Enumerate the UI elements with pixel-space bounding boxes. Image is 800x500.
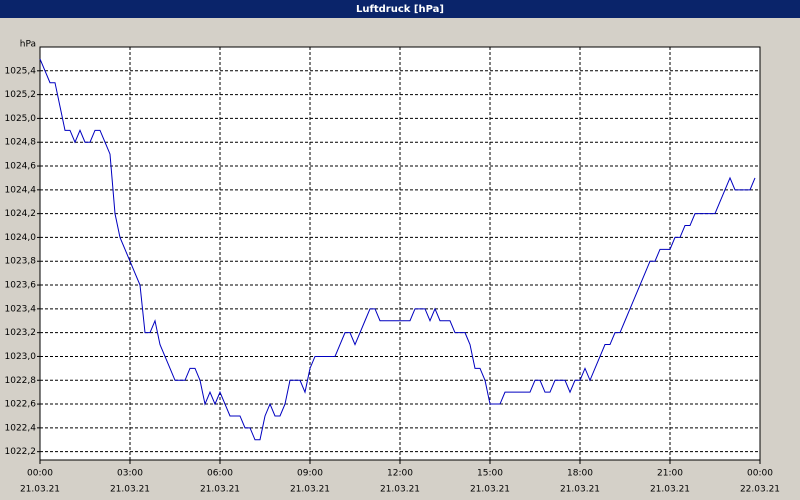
x-tick-date: 21.03.21 <box>20 485 60 495</box>
x-tick-date: 21.03.21 <box>380 485 420 495</box>
y-tick-label: 1022,8 <box>5 376 37 386</box>
x-tick-label: 00:00 <box>747 469 773 479</box>
x-tick-date: 21.03.21 <box>470 485 510 495</box>
x-tick-label: 18:00 <box>567 469 593 479</box>
x-tick-date: 21.03.21 <box>560 485 600 495</box>
y-tick-label: 1023,8 <box>5 257 37 267</box>
x-tick-label: 09:00 <box>297 469 323 479</box>
x-tick-date: 21.03.21 <box>290 485 330 495</box>
title-bar <box>0 0 800 18</box>
y-tick-label: 1025,4 <box>5 66 37 76</box>
y-tick-label: 1025,2 <box>5 90 37 100</box>
y-tick-label: 1022,4 <box>5 423 37 433</box>
y-tick-label: 1023,0 <box>5 352 37 362</box>
x-tick-date: 22.03.21 <box>740 485 780 495</box>
y-tick-label: 1024,8 <box>5 138 37 148</box>
y-tick-label: 1023,6 <box>5 281 37 291</box>
x-tick-date: 21.03.21 <box>200 485 240 495</box>
line-series <box>39 58 756 441</box>
y-tick-label: 1022,6 <box>5 400 37 410</box>
x-tick-date: 21.03.21 <box>110 485 150 495</box>
y-tick-label: 1023,4 <box>5 304 37 314</box>
y-tick-label: 1023,2 <box>5 328 37 338</box>
x-tick-label: 00:00 <box>27 469 53 479</box>
y-tick-label: 1024,4 <box>5 185 37 195</box>
x-tick-label: 06:00 <box>207 469 233 479</box>
x-tick-label: 12:00 <box>387 469 413 479</box>
chart-title: Luftdruck [hPa] <box>356 4 444 15</box>
y-tick-label: 1025,0 <box>5 114 37 124</box>
x-tick-label: 03:00 <box>117 469 143 479</box>
y-tick-label: 1024,0 <box>5 233 37 243</box>
y-tick-label: 1024,2 <box>5 209 37 219</box>
x-tick-date: 21.03.21 <box>650 485 690 495</box>
y-tick-label: 1022,2 <box>5 447 37 457</box>
x-tick-label: 21:00 <box>657 469 683 479</box>
x-tick-label: 15:00 <box>477 469 503 479</box>
y-axis-label: hPa <box>20 40 36 50</box>
y-tick-label: 1024,6 <box>5 162 37 172</box>
